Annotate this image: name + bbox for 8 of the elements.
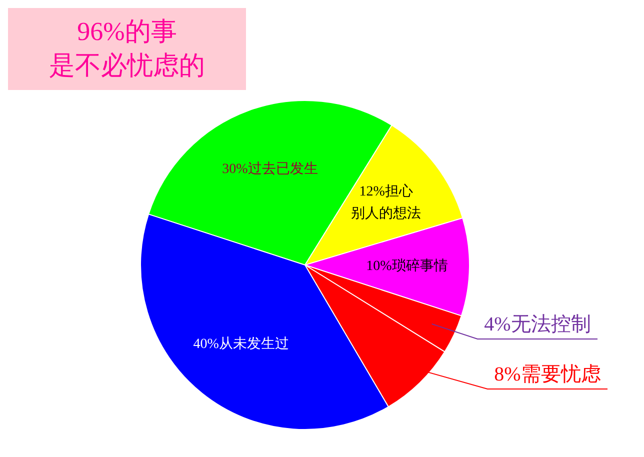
slice-label: 4%无法控制 — [484, 313, 591, 336]
slice-label: 12%担心别人的想法 — [351, 184, 422, 222]
slice-label: 30%过去已发生 — [222, 160, 318, 177]
chart-title: 96%的事 — [77, 16, 177, 48]
slice-label: 10%琐碎事情 — [366, 258, 448, 274]
slice-label: 8%需要忧虑 — [494, 363, 601, 386]
slice-label: 40%从未发生过 — [193, 336, 289, 352]
chart-subtitle: 是不必忧虑的 — [49, 50, 205, 82]
